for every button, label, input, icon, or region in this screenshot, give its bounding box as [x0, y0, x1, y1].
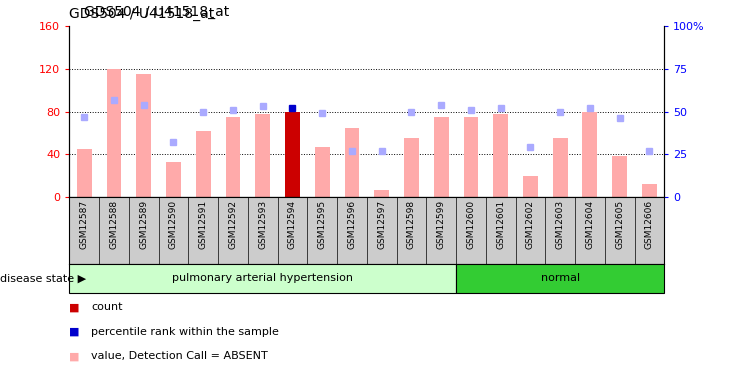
Text: GSM12594: GSM12594 [288, 200, 297, 249]
Text: GSM12600: GSM12600 [466, 200, 475, 249]
Text: GSM12593: GSM12593 [258, 200, 267, 249]
Text: GSM12597: GSM12597 [377, 200, 386, 249]
Bar [374, 190, 389, 197]
Text: disease state ▶: disease state ▶ [0, 273, 86, 284]
Bar [77, 149, 92, 197]
Text: GSM12588: GSM12588 [110, 200, 118, 249]
Bar [583, 112, 597, 197]
Bar [166, 162, 181, 197]
Bar [493, 114, 508, 197]
Text: GSM12596: GSM12596 [347, 200, 356, 249]
Bar [69, 264, 456, 292]
Text: GSM12598: GSM12598 [407, 200, 416, 249]
Bar [523, 176, 538, 197]
Bar [434, 117, 449, 197]
Bar [464, 117, 478, 197]
Bar [315, 147, 330, 197]
Text: GSM12589: GSM12589 [139, 200, 148, 249]
Bar [196, 131, 211, 197]
Text: value, Detection Call = ABSENT: value, Detection Call = ABSENT [91, 351, 268, 361]
Bar [137, 74, 151, 197]
Bar [642, 184, 657, 197]
Text: GSM12602: GSM12602 [526, 200, 535, 249]
Bar [345, 128, 359, 197]
Text: GSM12605: GSM12605 [615, 200, 624, 249]
Text: GSM12601: GSM12601 [496, 200, 505, 249]
Bar [612, 156, 627, 197]
Text: normal: normal [541, 273, 580, 284]
Text: GSM12606: GSM12606 [645, 200, 654, 249]
Text: pulmonary arterial hypertension: pulmonary arterial hypertension [172, 273, 353, 284]
Bar [553, 138, 568, 197]
Bar [456, 264, 664, 292]
Bar [255, 114, 270, 197]
Text: GSM12587: GSM12587 [80, 200, 89, 249]
Bar [226, 117, 240, 197]
Text: GSM12592: GSM12592 [228, 200, 237, 249]
Text: ■: ■ [69, 327, 80, 337]
Text: ■: ■ [69, 351, 80, 361]
Text: count: count [91, 303, 123, 312]
Text: ■: ■ [69, 303, 80, 312]
Text: percentile rank within the sample: percentile rank within the sample [91, 327, 279, 337]
Text: GSM12590: GSM12590 [169, 200, 178, 249]
Text: GSM12603: GSM12603 [556, 200, 565, 249]
Text: GSM12595: GSM12595 [318, 200, 327, 249]
Bar [285, 112, 300, 197]
Text: GSM12599: GSM12599 [437, 200, 446, 249]
Text: GDS504 / U41518_at: GDS504 / U41518_at [84, 5, 229, 19]
Text: GSM12591: GSM12591 [199, 200, 208, 249]
Bar [107, 69, 121, 197]
Text: GDS504 / U41518_at: GDS504 / U41518_at [69, 7, 215, 21]
Bar [404, 138, 419, 197]
Text: GSM12604: GSM12604 [585, 200, 594, 249]
